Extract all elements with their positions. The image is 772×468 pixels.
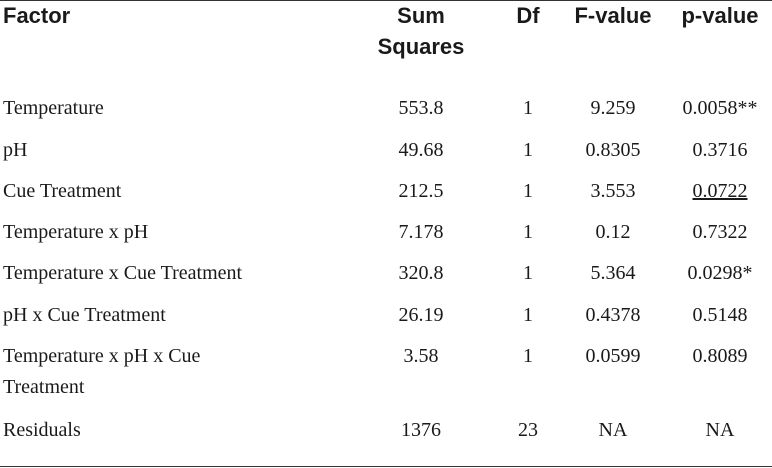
row-temperature-sum-squares: 553.8 <box>398 97 444 119</box>
row-temperature-x-ph-x-cue-df: 1 <box>523 345 533 367</box>
row-cue-treatment-p-value: 0.0722 <box>668 177 772 205</box>
row-ph-x-cue-factor: pH x Cue Treatment <box>3 304 166 326</box>
row-temperature-x-ph-df: 1 <box>523 221 533 243</box>
row-residuals-factor: Residuals <box>3 419 81 441</box>
row-temperature-x-cue-sum-squares: 320.8 <box>398 262 444 284</box>
row-temperature-f-value: 9.259 <box>590 97 636 119</box>
header-sum-squares-line2: Squares <box>377 34 465 59</box>
header-p-value: p-value <box>681 3 759 28</box>
row-residuals-df: 23 <box>518 419 538 441</box>
row-ph-x-cue-f-value: 0.4378 <box>585 304 641 326</box>
row-temperature-x-ph-f-value: 0.12 <box>595 221 631 243</box>
row-temperature-x-cue-df: 1 <box>523 262 533 284</box>
row-ph-x-cue-df: 1 <box>523 304 533 326</box>
table-top-rule <box>0 0 772 1</box>
row-temperature-x-cue-f-value: 5.364 <box>590 262 636 284</box>
row-temperature-x-cue-p-value: 0.0298* <box>687 262 753 284</box>
header-df: Df <box>516 3 540 28</box>
row-ph-x-cue-sum-squares: 26.19 <box>398 304 444 326</box>
underlined-p-value: 0.0722 <box>692 180 748 202</box>
table-bottom-rule <box>0 466 772 467</box>
row-ph-factor: pH <box>3 139 28 161</box>
row-residuals-sum-squares: 1376 <box>401 419 441 441</box>
row-cue-treatment-f-value: 3.553 <box>590 180 636 202</box>
row-ph-f-value: 0.8305 <box>585 139 641 161</box>
row-temperature-x-cue-factor: Temperature x Cue Treatment <box>3 262 243 284</box>
row-temperature-x-ph-p-value: 0.7322 <box>692 221 748 243</box>
row-ph-p-value: 0.3716 <box>692 139 748 161</box>
row-ph-sum-squares: 49.68 <box>398 139 444 161</box>
row-temperature-p-value: 0.0058** <box>682 97 758 119</box>
header-f-value: F-value <box>574 3 652 28</box>
row-temperature-x-ph-factor: Temperature x pH <box>3 221 149 243</box>
row-temperature-x-ph-x-cue-factor-line1: Temperature x pH x Cue <box>3 345 201 367</box>
row-residuals-f-value: NA <box>598 419 628 441</box>
row-temperature-x-ph-x-cue-factor-line2: Treatment <box>3 376 85 398</box>
header-factor: Factor <box>3 3 71 28</box>
row-cue-treatment-factor: Cue Treatment <box>3 180 122 202</box>
row-temperature-x-ph-sum-squares: 7.178 <box>398 221 444 243</box>
row-ph-x-cue-p-value: 0.5148 <box>692 304 748 326</box>
row-temperature-df: 1 <box>523 97 533 119</box>
header-sum-squares-line1: Sum <box>397 3 445 28</box>
row-temperature-factor: Temperature <box>3 97 104 119</box>
row-ph-df: 1 <box>523 139 533 161</box>
row-temperature-x-ph-x-cue-f-value: 0.0599 <box>585 345 641 367</box>
row-temperature-x-ph-x-cue-sum-squares: 3.58 <box>403 345 439 367</box>
row-cue-treatment-sum-squares: 212.5 <box>398 180 444 202</box>
row-residuals-p-value: NA <box>705 419 735 441</box>
row-cue-treatment-df: 1 <box>523 180 533 202</box>
row-temperature-x-ph-x-cue-p-value: 0.8089 <box>692 345 748 367</box>
